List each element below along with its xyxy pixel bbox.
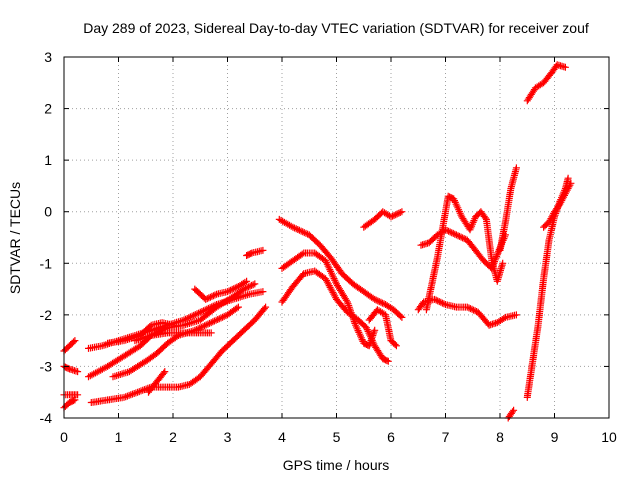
data-series-sat-m bbox=[243, 246, 267, 259]
data-series-sat-v bbox=[496, 164, 520, 254]
data-point-markers bbox=[87, 303, 270, 406]
x-tick-label: 8 bbox=[496, 429, 504, 445]
data-point-markers bbox=[496, 164, 520, 254]
data-series-sat-d bbox=[60, 396, 79, 412]
y-tick-label: 1 bbox=[44, 152, 52, 168]
data-point-markers bbox=[60, 396, 79, 412]
data-point-markers bbox=[243, 246, 267, 259]
y-tick-label: 2 bbox=[44, 101, 52, 117]
chart-title: Day 289 of 2023, Sidereal Day-to-day VTE… bbox=[83, 20, 589, 36]
data-point-markers bbox=[278, 249, 379, 350]
data-series-sat-p bbox=[278, 267, 392, 365]
data-series-sat-a bbox=[60, 337, 79, 355]
data-point-markers bbox=[85, 280, 259, 381]
y-tick-label: 0 bbox=[44, 204, 52, 220]
data-series-sat-u bbox=[422, 192, 507, 314]
data-series-sat-r bbox=[365, 306, 400, 350]
axes: 0 1 2 3 4 5 6 7 8 9 10 -4 -3 -2 -1 0 1 2 3 bbox=[40, 49, 617, 445]
data-series-sat-z bbox=[540, 179, 575, 231]
data-series-sat-w bbox=[504, 406, 518, 422]
plot-area bbox=[60, 61, 575, 422]
data-point-markers bbox=[60, 337, 79, 355]
y-tick-label: -2 bbox=[40, 307, 53, 323]
y-tick-label: -3 bbox=[40, 358, 53, 374]
x-tick-label: 6 bbox=[387, 429, 395, 445]
x-tick-label: 2 bbox=[169, 429, 177, 445]
data-series-sat-i bbox=[131, 329, 215, 345]
x-tick-label: 3 bbox=[224, 429, 232, 445]
data-series-sat-f bbox=[85, 280, 259, 381]
x-tick-label: 4 bbox=[278, 429, 286, 445]
data-series-sat-y bbox=[523, 174, 572, 401]
data-point-markers bbox=[523, 61, 569, 105]
x-tick-label: 7 bbox=[442, 429, 450, 445]
data-point-markers bbox=[131, 329, 215, 345]
y-axis-label: SDTVAR / TECUs bbox=[7, 182, 23, 294]
data-series-sat-x bbox=[523, 61, 569, 105]
data-point-markers bbox=[275, 215, 406, 321]
y-tick-label: -4 bbox=[40, 410, 53, 426]
y-tick-label: 3 bbox=[44, 49, 52, 65]
data-point-markers bbox=[365, 306, 400, 350]
data-series-sat-k bbox=[145, 368, 169, 396]
x-axis-label: GPS time / hours bbox=[283, 457, 390, 473]
data-point-markers bbox=[540, 179, 575, 231]
data-series-sat-o bbox=[278, 249, 379, 350]
x-tick-label: 0 bbox=[60, 429, 68, 445]
data-point-markers bbox=[360, 208, 406, 231]
x-tick-label: 9 bbox=[551, 429, 559, 445]
y-tick-label: -1 bbox=[40, 255, 53, 271]
data-point-markers bbox=[191, 277, 251, 303]
data-series-sat-j bbox=[87, 303, 270, 406]
data-point-markers bbox=[523, 174, 572, 401]
data-point-markers bbox=[278, 267, 392, 365]
data-series-sat-n bbox=[275, 215, 406, 321]
data-point-markers bbox=[504, 406, 518, 422]
data-series-sat-l bbox=[191, 277, 251, 303]
x-tick-label: 1 bbox=[115, 429, 123, 445]
x-tick-label: 10 bbox=[601, 429, 617, 445]
x-tick-label: 5 bbox=[333, 429, 341, 445]
data-series-sat-q bbox=[360, 208, 406, 231]
data-point-markers bbox=[422, 192, 507, 314]
data-point-markers bbox=[145, 368, 169, 396]
